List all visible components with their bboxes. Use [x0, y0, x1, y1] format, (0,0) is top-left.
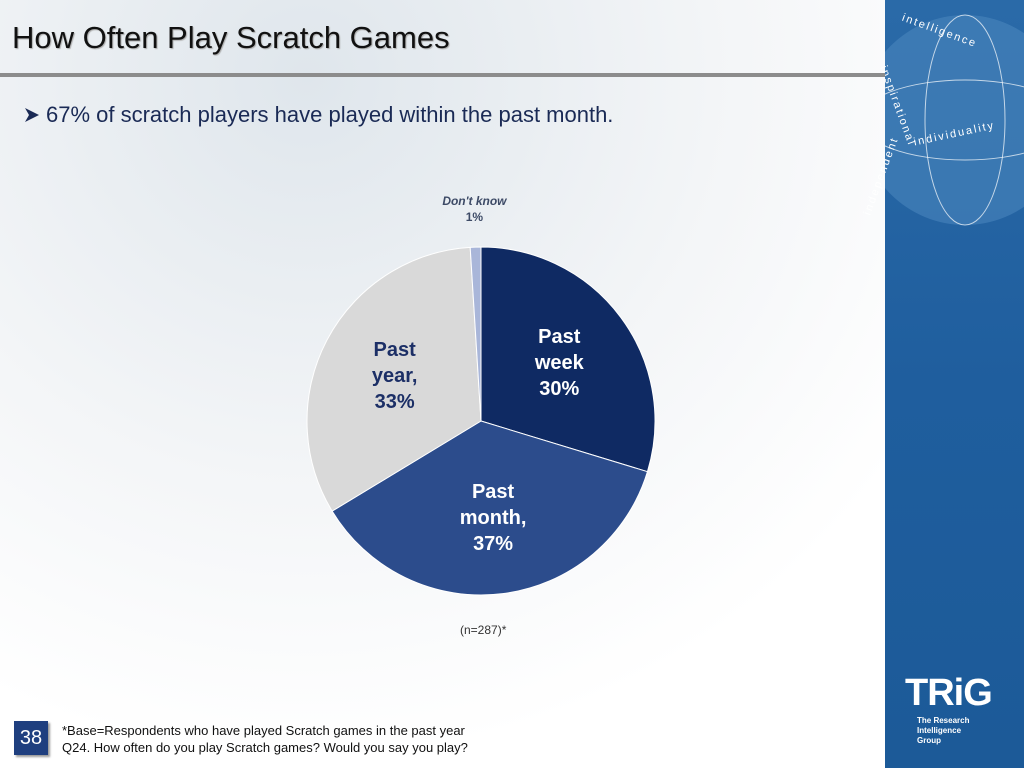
pie-chart [306, 246, 656, 596]
bullet-text: 67% of scratch players have played withi… [46, 102, 614, 127]
globe [885, 14, 1024, 226]
logo-tagline: The Research Intelligence Group [917, 716, 970, 745]
title-rule [0, 73, 885, 77]
slide-title: How Often Play Scratch Games [12, 20, 450, 55]
data-label: Don't know 1% [414, 193, 534, 225]
pie-slice [469, 246, 482, 422]
pie-slice [306, 246, 482, 512]
page-number: 38 [14, 721, 48, 755]
label-category: Don't know [442, 194, 507, 209]
footnotes: *Base=Respondents who have played Scratc… [62, 722, 468, 756]
label-value: 33% [374, 390, 415, 413]
label-value: 1% [465, 210, 484, 225]
label-value: 30% [539, 377, 580, 400]
sample-note: (n=287)* [460, 623, 507, 637]
pie-slice [331, 420, 649, 596]
data-label: Past week 30% [517, 324, 601, 402]
data-label: Past month, 37% [451, 479, 535, 557]
side-panel: intelligence individuality inspirational… [862, 0, 1024, 768]
label-category: Past week [534, 325, 584, 374]
footnote: *Base=Respondents who have played Scratc… [62, 723, 465, 738]
label-category: Past year, [371, 338, 418, 387]
bullet-marker [25, 108, 39, 122]
label-category: Past month, [459, 480, 527, 529]
footnote: Q24. How often do you play Scratch games… [62, 740, 468, 755]
label-value: 37% [473, 532, 514, 555]
pie-slice [480, 246, 656, 473]
logo: TRiG [905, 672, 993, 714]
data-label: Past year, 33% [353, 337, 437, 415]
